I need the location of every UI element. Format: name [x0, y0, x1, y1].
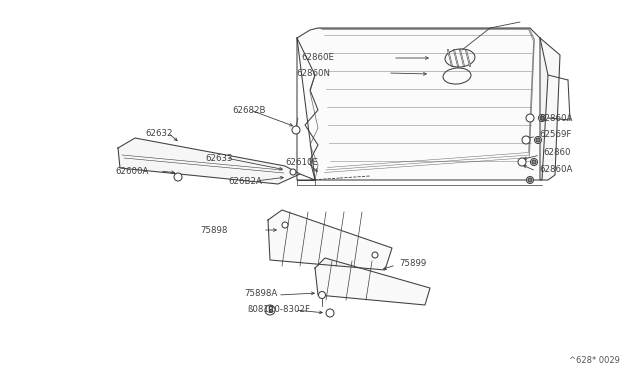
Text: 62610E: 62610E: [285, 157, 318, 167]
Text: 62860: 62860: [543, 148, 570, 157]
Polygon shape: [540, 38, 560, 180]
Circle shape: [319, 292, 326, 298]
Circle shape: [174, 173, 182, 181]
Polygon shape: [268, 210, 392, 270]
Circle shape: [532, 160, 536, 164]
Circle shape: [292, 126, 300, 134]
Text: 62682B: 62682B: [232, 106, 266, 115]
Circle shape: [536, 138, 540, 142]
Circle shape: [372, 252, 378, 258]
Circle shape: [526, 114, 534, 122]
Text: 62600A: 62600A: [115, 167, 148, 176]
Text: 62569F: 62569F: [539, 129, 572, 138]
Circle shape: [538, 115, 545, 122]
Text: 62860A: 62860A: [539, 164, 572, 173]
Circle shape: [326, 309, 334, 317]
Text: 62860A: 62860A: [539, 113, 572, 122]
Text: ß08120-8302F: ß08120-8302F: [247, 305, 310, 314]
Circle shape: [518, 158, 526, 166]
Circle shape: [522, 136, 530, 144]
Text: 626B2A: 626B2A: [228, 176, 262, 186]
Text: B: B: [267, 306, 273, 315]
Text: 62860N: 62860N: [296, 68, 330, 77]
Circle shape: [290, 169, 296, 175]
Text: 75899: 75899: [399, 259, 426, 267]
Circle shape: [540, 116, 544, 120]
Polygon shape: [297, 28, 548, 180]
Text: 62860E: 62860E: [301, 52, 334, 61]
Circle shape: [534, 137, 541, 144]
Circle shape: [527, 176, 534, 183]
Text: ^628* 0029: ^628* 0029: [569, 356, 620, 365]
Circle shape: [531, 158, 538, 166]
Circle shape: [528, 178, 532, 182]
Text: 75898: 75898: [200, 225, 228, 234]
Text: 62632: 62632: [145, 128, 173, 138]
Text: 75898A: 75898A: [244, 289, 277, 298]
Text: 62633: 62633: [205, 154, 232, 163]
Polygon shape: [315, 258, 430, 305]
Polygon shape: [118, 138, 300, 184]
Circle shape: [282, 222, 288, 228]
